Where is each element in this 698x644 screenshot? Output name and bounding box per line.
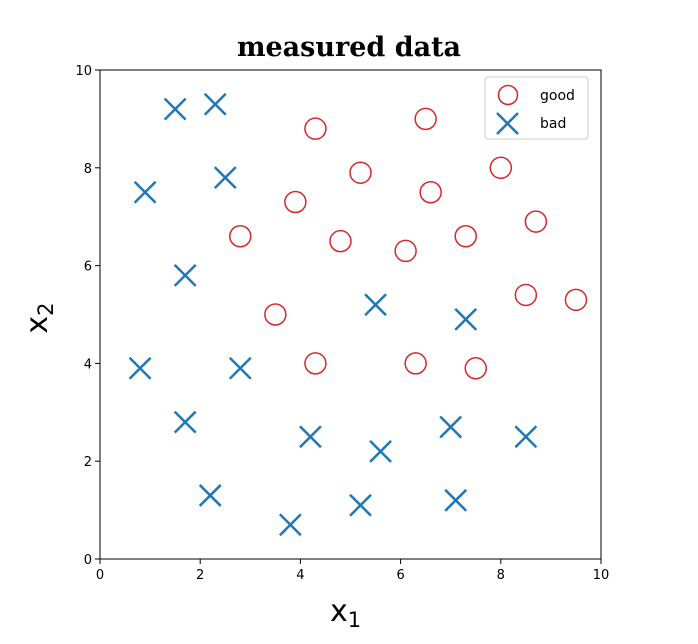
point-good [454,225,477,248]
y-axis-label: x2 [20,302,58,333]
plot-frame [99,69,602,560]
point-bad [364,293,387,317]
point-good [514,283,538,307]
x-tick-label: 6 [396,568,404,583]
y-tick-label: 10 [75,64,92,79]
point-bad [198,484,222,507]
point-bad [439,415,463,439]
point-bad [203,92,227,116]
point-good [414,107,437,131]
legend-good-label: good [540,88,575,104]
point-bad [128,356,152,380]
point-good [564,288,588,312]
point-bad [213,166,237,189]
point-bad [133,180,157,204]
point-bad [514,425,538,449]
series-good [229,107,588,380]
x-tick-label: 4 [296,568,304,583]
point-bad [163,97,187,121]
point-good [419,181,442,204]
point-good [329,229,352,253]
point-bad [278,513,302,537]
point-good [264,303,287,326]
data-points [128,92,588,537]
point-bad [349,493,372,517]
y-axis-label-subscript: 2 [34,302,58,315]
point-good [394,239,417,263]
plot-area [99,69,602,560]
point-good [489,156,513,180]
x-axis-label: x1 [330,594,361,632]
point-good [404,352,427,375]
point-bad [299,425,322,449]
y-tick-label: 4 [84,357,92,372]
point-good [464,357,487,380]
point-good [304,352,327,375]
series-bad [128,92,538,537]
point-bad [228,356,252,380]
legend-bad-label: bad [540,116,566,132]
x-axis-label-subscript: 1 [348,608,361,632]
x-axis-label-base: x [330,594,348,629]
point-good [304,117,327,140]
point-good [524,210,548,233]
point-good [284,190,307,214]
chart-title: measured data [237,32,461,63]
y-tick-label: 2 [84,455,92,470]
point-bad [454,308,478,331]
point-bad [173,263,197,287]
legend-good-marker-icon [497,84,519,106]
x-tick-label: 2 [196,568,204,583]
legend-bad-marker-icon [496,112,519,135]
x-tick-label: 10 [593,568,610,583]
y-tick-label: 0 [84,553,92,568]
y-axis-label-base: x [20,316,55,334]
legend: good bad [484,76,589,140]
y-tick-label: 6 [84,260,92,275]
point-good [349,161,372,184]
axis-ticks: 0 2 4 6 8 10 0 2 4 6 8 10 [75,64,609,583]
legend-frame [484,76,589,140]
x-tick-label: 0 [96,568,104,583]
y-tick-label: 8 [84,162,92,177]
point-bad [173,410,197,434]
point-good [229,225,252,248]
point-bad [444,488,468,512]
point-bad [369,440,392,463]
x-tick-label: 8 [497,568,505,583]
